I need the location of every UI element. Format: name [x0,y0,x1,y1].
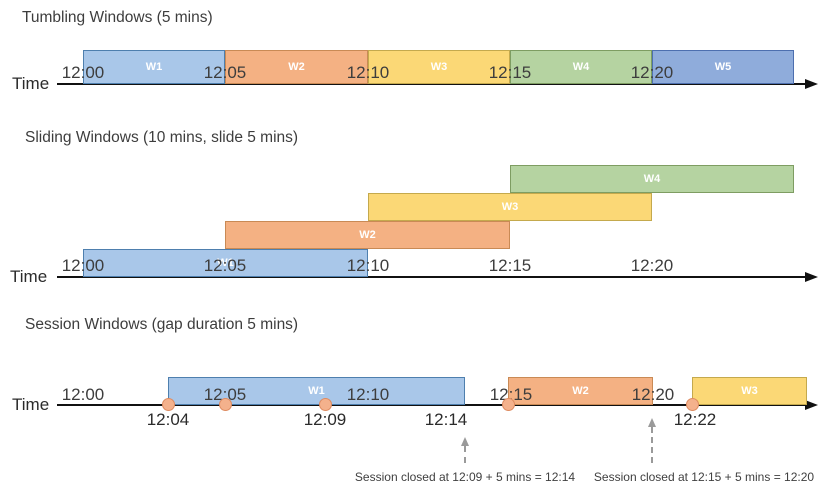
sliding-tick-1210: 12:10 [346,256,390,275]
session-tick-1210: 12:10 [346,385,390,404]
session-window-w3: W3 [692,377,807,405]
session-event-dot-1209 [319,398,332,411]
tumbling-time-axis-label: Time [12,74,50,93]
session-event-dot-1205 [219,398,232,411]
sliding-window-w1: W1 [83,249,368,277]
session-time-axis-label: Time [12,395,50,414]
tumbling-axis-arrowhead-icon [805,78,818,89]
sliding-window-w4: W4 [510,165,794,193]
tumbling-window-w4: W4 [510,50,652,84]
tumbling-window-w3: W3 [368,50,510,84]
arrow-up-head-icon [461,437,469,446]
tumbling-window-w2: W2 [225,50,368,84]
tumbling-window-w1: W1 [83,50,225,84]
session-event-dot-1222 [686,398,699,411]
session-closed-note-2: Session closed at 12:15 + 5 mins = 12:20 [593,470,815,484]
session-close-arrow-2-icon [648,418,656,463]
sliding-title: Sliding Windows (10 mins, slide 5 mins) [25,129,299,146]
sliding-time-axis [57,276,805,278]
session-event-dot-1204 [162,398,175,411]
session-title: Session Windows (gap duration 5 mins) [25,316,299,333]
tumbling-tick-1215: 12:15 [488,63,532,82]
sliding-window-w2: W2 [225,221,510,249]
session-closed-note-1: Session closed at 12:09 + 5 mins = 12:14 [354,470,576,484]
tumbling-window-w5: W5 [652,50,794,84]
session-time-axis [57,404,805,406]
session-axis-arrowhead-icon [805,399,818,410]
session-close-arrow-1-icon [461,437,469,463]
sliding-axis-arrowhead-icon [805,271,818,282]
session-window-w1: W1 [168,377,465,405]
sliding-tick-1215: 12:15 [488,256,532,275]
tumbling-title: Tumbling Windows (5 mins) [22,9,213,26]
sliding-window-w3: W3 [368,193,652,221]
session-event-label-1209: 12:09 [303,410,347,429]
session-event-label-1222: 12:22 [673,410,717,429]
sliding-tick-1200: 12:00 [61,256,105,275]
session-tick-1215: 12:15 [489,385,533,404]
session-event-dot-1215 [502,398,515,411]
tumbling-time-axis [57,83,805,85]
session-tick-1200: 12:00 [61,385,105,404]
tumbling-tick-1220: 12:20 [630,63,674,82]
sliding-tick-1220: 12:20 [630,256,674,275]
sliding-tick-1205: 12:05 [203,256,247,275]
arrow-up-head-icon [648,418,656,427]
session-event-label-1214: 12:14 [424,410,468,429]
session-tick-1205: 12:05 [203,385,247,404]
tumbling-tick-1205: 12:05 [203,63,247,82]
session-event-label-1204: 12:04 [146,410,190,429]
session-window-w2: W2 [508,377,653,405]
tumbling-tick-1200: 12:00 [61,63,105,82]
sliding-time-axis-label: Time [10,267,48,286]
tumbling-tick-1210: 12:10 [346,63,390,82]
session-tick-1220: 12:20 [631,385,675,404]
